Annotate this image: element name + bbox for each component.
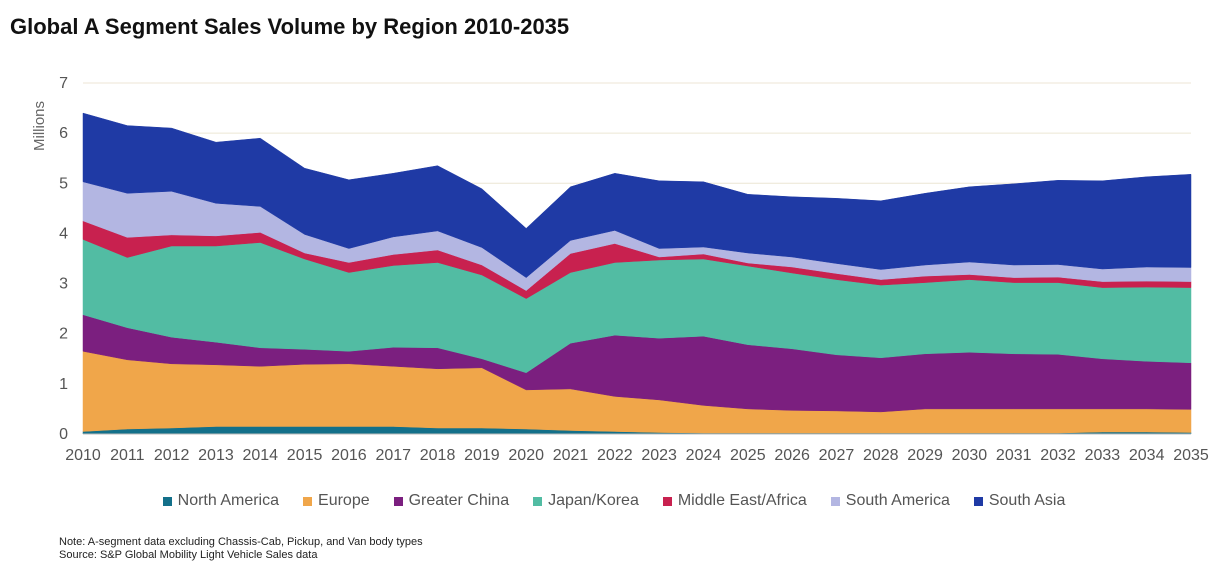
legend-swatch bbox=[393, 496, 403, 506]
legend-item: Europe bbox=[303, 492, 370, 510]
legend-item: South America bbox=[830, 492, 950, 510]
legend-swatch bbox=[973, 496, 983, 506]
y-tick-label: 6 bbox=[59, 125, 68, 142]
x-tick-label: 2024 bbox=[686, 447, 722, 464]
x-tick-label: 2015 bbox=[287, 447, 323, 464]
legend-item: Greater China bbox=[393, 492, 510, 510]
legend-label: South Asia bbox=[988, 492, 1066, 509]
x-tick-label: 2018 bbox=[420, 447, 456, 464]
y-tick-label: 7 bbox=[59, 75, 68, 92]
legend-label: Greater China bbox=[408, 492, 510, 509]
x-tick-label: 2021 bbox=[553, 447, 589, 464]
legend-swatch bbox=[303, 496, 313, 506]
x-tick-label: 2030 bbox=[952, 447, 988, 464]
x-tick-label: 2020 bbox=[508, 447, 544, 464]
legend-item: Japan/Korea bbox=[533, 492, 639, 510]
x-tick-label: 2010 bbox=[65, 447, 101, 464]
x-tick-label: 2011 bbox=[110, 447, 145, 464]
x-tick-label: 2019 bbox=[464, 447, 500, 464]
y-tick-label: 2 bbox=[59, 326, 68, 343]
y-axis-label: Millions bbox=[31, 101, 48, 151]
x-tick-label: 2014 bbox=[242, 447, 278, 464]
chart-legend: North America Europe Greater China Japan/Ko… bbox=[0, 492, 1228, 510]
legend-item: South Asia bbox=[973, 492, 1066, 510]
x-tick-label: 2023 bbox=[641, 447, 677, 464]
legend-swatch bbox=[162, 496, 172, 506]
x-tick-label: 2025 bbox=[730, 447, 766, 464]
x-tick-label: 2022 bbox=[597, 447, 633, 464]
x-tick-label: 2028 bbox=[863, 447, 899, 464]
x-tick-label: 2034 bbox=[1129, 447, 1165, 464]
legend-swatch bbox=[662, 496, 672, 506]
x-tick-label: 2016 bbox=[331, 447, 367, 464]
legend-label: Europe bbox=[318, 492, 370, 509]
chart-notes: Note: A-segment data excluding Chassis-C… bbox=[59, 536, 423, 562]
x-tick-label: 2032 bbox=[1040, 447, 1076, 464]
x-tick-label: 2033 bbox=[1085, 447, 1121, 464]
x-tick-label: 2026 bbox=[774, 447, 810, 464]
x-tick-label: 2029 bbox=[907, 447, 943, 464]
legend-label: Japan/Korea bbox=[548, 492, 639, 509]
legend-label: Middle East/Africa bbox=[677, 492, 807, 509]
y-tick-label: 1 bbox=[59, 376, 68, 393]
x-tick-label: 2017 bbox=[375, 447, 411, 464]
x-tick-label: 2035 bbox=[1173, 447, 1209, 464]
stacked-area-chart: 0 1 2 3 4 5 6 7 2010 2011 2012 2013 2014 2015 2016 2017… bbox=[31, 75, 1209, 464]
y-tick-label: 5 bbox=[59, 175, 68, 192]
note-text: Note: A-segment data excluding Chassis-C… bbox=[59, 536, 423, 548]
legend-item: Middle East/Africa bbox=[662, 492, 807, 510]
x-tick-label: 2031 bbox=[996, 447, 1032, 464]
x-tick-label: 2012 bbox=[154, 447, 190, 464]
legend-swatch bbox=[533, 496, 543, 506]
x-tick-label: 2013 bbox=[198, 447, 234, 464]
source-text: Source: S&P Global Mobility Light Vehicl… bbox=[59, 549, 318, 561]
legend-label: South America bbox=[845, 492, 950, 509]
legend-label: North America bbox=[177, 492, 280, 509]
y-tick-label: 0 bbox=[59, 426, 68, 443]
legend-item: North America bbox=[162, 492, 280, 510]
y-tick-label: 3 bbox=[59, 276, 68, 293]
area-south-asia bbox=[82, 112, 1192, 278]
legend-swatch bbox=[830, 496, 840, 506]
y-tick-label: 4 bbox=[59, 225, 68, 242]
chart-title: Global A Segment Sales Volume by Region … bbox=[10, 14, 570, 39]
x-tick-label: 2027 bbox=[819, 447, 855, 464]
